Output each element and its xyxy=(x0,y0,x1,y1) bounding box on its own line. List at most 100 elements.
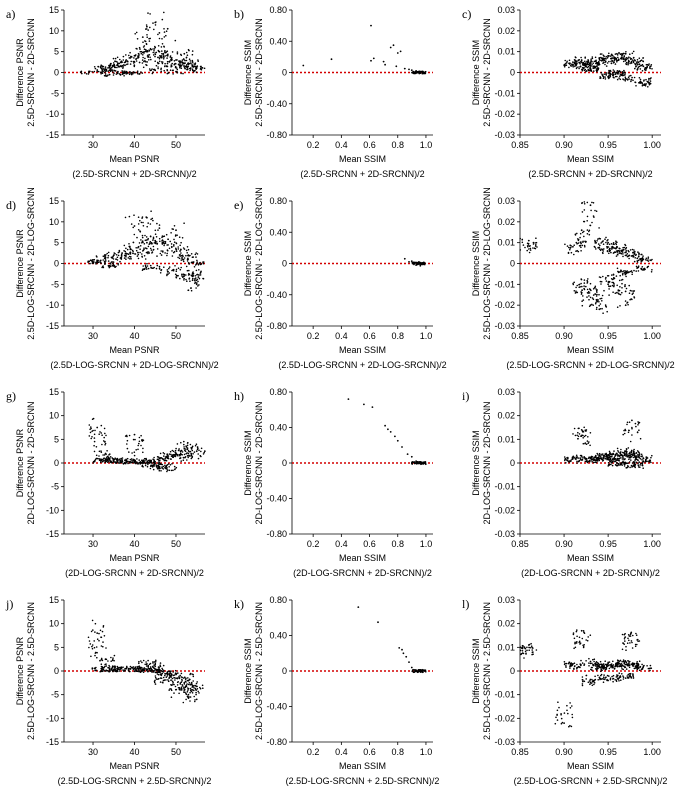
data-point xyxy=(643,84,646,86)
data-point xyxy=(591,57,594,60)
data-point xyxy=(363,403,365,406)
data-point xyxy=(569,707,572,709)
data-point xyxy=(99,71,102,74)
x-tick-label: 0.85 xyxy=(511,140,529,150)
data-point xyxy=(556,709,559,712)
data-point xyxy=(618,249,620,252)
data-point xyxy=(96,69,99,71)
data-point xyxy=(643,268,645,270)
data-point xyxy=(144,239,147,242)
data-point xyxy=(584,246,586,248)
data-point xyxy=(586,461,588,463)
data-point xyxy=(637,266,640,269)
data-point xyxy=(572,633,575,636)
data-point xyxy=(636,260,638,262)
data-point xyxy=(636,668,638,670)
data-point xyxy=(583,67,585,69)
data-point xyxy=(568,461,570,463)
data-point xyxy=(132,252,134,254)
data-point xyxy=(146,241,148,244)
data-point xyxy=(591,303,593,306)
x-tick-label: 0.2 xyxy=(307,747,320,757)
data-point xyxy=(624,677,627,679)
data-point xyxy=(573,59,576,61)
y-tick-label: 0.80 xyxy=(269,595,287,605)
data-point xyxy=(638,453,641,455)
data-point xyxy=(609,74,611,77)
data-point xyxy=(149,247,152,250)
data-point xyxy=(162,468,165,470)
data-point xyxy=(637,667,640,670)
data-point xyxy=(423,263,426,266)
data-point xyxy=(146,247,148,250)
data-point xyxy=(622,462,624,464)
data-point xyxy=(563,663,566,666)
data-point xyxy=(593,682,596,684)
data-point xyxy=(389,46,392,49)
data-point xyxy=(107,254,110,257)
data-point xyxy=(141,255,143,258)
y-tick-label: 0 xyxy=(510,458,515,468)
data-point xyxy=(158,468,160,470)
data-point xyxy=(92,261,95,264)
data-point xyxy=(163,31,166,33)
data-point xyxy=(105,647,107,649)
data-point xyxy=(572,433,574,435)
data-point xyxy=(532,241,535,244)
data-point xyxy=(187,449,190,452)
data-point xyxy=(608,661,611,663)
panel-tag: d) xyxy=(6,198,16,212)
data-point xyxy=(142,460,144,462)
data-point xyxy=(583,631,585,633)
data-point xyxy=(590,682,593,684)
data-point xyxy=(589,460,591,462)
data-point xyxy=(163,28,165,30)
data-point xyxy=(203,451,205,454)
data-point xyxy=(147,664,149,667)
data-point xyxy=(187,693,190,696)
data-point xyxy=(621,282,623,285)
data-point xyxy=(163,11,165,14)
data-point xyxy=(158,265,161,268)
data-point xyxy=(90,426,92,428)
data-point xyxy=(140,670,143,672)
data-point xyxy=(116,259,119,261)
data-point xyxy=(155,236,158,238)
data-point xyxy=(139,231,142,233)
data-point xyxy=(608,69,610,72)
scatter-points xyxy=(563,50,653,88)
data-point xyxy=(596,240,598,242)
data-point xyxy=(150,58,152,61)
data-point xyxy=(330,58,333,61)
data-point xyxy=(181,684,183,686)
y-tick-label: -10 xyxy=(46,713,59,723)
data-point xyxy=(608,75,610,77)
data-point xyxy=(600,670,602,673)
data-point xyxy=(616,457,619,460)
data-point xyxy=(175,276,177,278)
data-point xyxy=(583,203,586,205)
y-tick-label: 10 xyxy=(49,619,59,629)
data-point xyxy=(194,700,196,703)
data-point xyxy=(102,266,105,269)
data-point xyxy=(183,279,185,281)
data-point xyxy=(139,248,141,250)
data-point xyxy=(618,252,620,254)
data-point xyxy=(597,299,600,301)
data-point xyxy=(129,670,131,673)
data-point xyxy=(605,457,607,460)
data-point xyxy=(164,55,166,57)
data-point xyxy=(167,238,169,241)
data-point xyxy=(580,246,582,249)
y-tick-label: -0.80 xyxy=(266,529,287,539)
data-point xyxy=(637,451,640,453)
data-point xyxy=(110,69,113,71)
y-tick-label: -10 xyxy=(46,109,59,119)
data-point xyxy=(188,49,190,52)
data-point xyxy=(186,260,189,262)
data-point xyxy=(192,256,194,258)
y-tick-label: 0 xyxy=(54,666,59,676)
data-point xyxy=(624,463,626,465)
data-point xyxy=(100,259,102,262)
data-point xyxy=(126,63,128,66)
